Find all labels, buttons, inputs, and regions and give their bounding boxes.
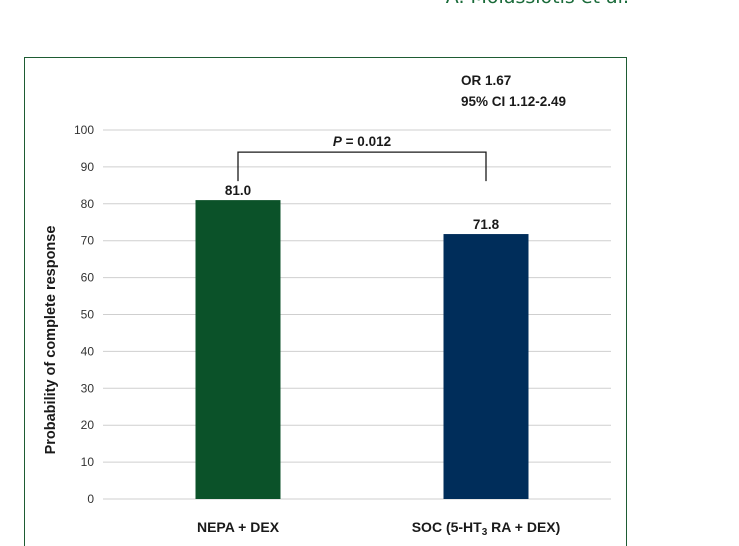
p-value: = 0.012: [342, 134, 391, 149]
gridlines: [103, 129, 611, 500]
bar-0: [195, 200, 281, 500]
y-axis-label: Probability of complete response: [43, 225, 59, 455]
y-tick-label-100: 100: [74, 123, 94, 137]
y-tick-label-20: 20: [81, 418, 95, 432]
category-label-soc: SOC (5-HT3 RA + DEX): [412, 519, 561, 538]
y-tick-label-40: 40: [81, 344, 95, 358]
category-label-soc-subscript: 3: [481, 527, 488, 538]
y-tick-label-50: 50: [81, 308, 95, 322]
y-tick-label-10: 10: [81, 455, 95, 469]
y-tick-label-60: 60: [81, 271, 95, 285]
y-tick-label-0: 0: [87, 492, 94, 506]
value-labels: 81.0 71.8: [225, 183, 500, 232]
category-label-soc-main: SOC (5-HT: [411, 519, 482, 535]
y-tick-label-30: 30: [81, 381, 95, 395]
significance-bracket: [237, 151, 487, 182]
figure-frame: [24, 57, 627, 546]
y-tick-label-80: 80: [81, 197, 95, 211]
y-tick-label-90: 90: [81, 160, 95, 174]
p-symbol: P: [333, 134, 343, 149]
p-value-label: P = 0.012: [333, 134, 391, 149]
value-label-1: 71.8: [473, 217, 500, 232]
category-label-nepa-dex: NEPA + DEX: [197, 519, 279, 535]
bar-1: [443, 234, 529, 500]
odds-ratio: OR 1.67: [461, 73, 512, 88]
y-tick-label-70: 70: [81, 234, 95, 248]
confidence-interval: 95% CI 1.12-2.49: [461, 94, 567, 109]
bracket-line: [237, 151, 487, 182]
category-label-nepa-dex-main: NEPA + DEX: [196, 519, 280, 535]
y-axis-ticks: 0 10 20 30 40 50 60 70 80 90 100: [74, 123, 94, 506]
category-label-soc-tail: RA + DEX): [487, 519, 561, 535]
running-head: A. Molassiotis et al.: [446, 0, 629, 8]
bars: [195, 200, 529, 500]
value-label-0: 81.0: [225, 183, 251, 198]
